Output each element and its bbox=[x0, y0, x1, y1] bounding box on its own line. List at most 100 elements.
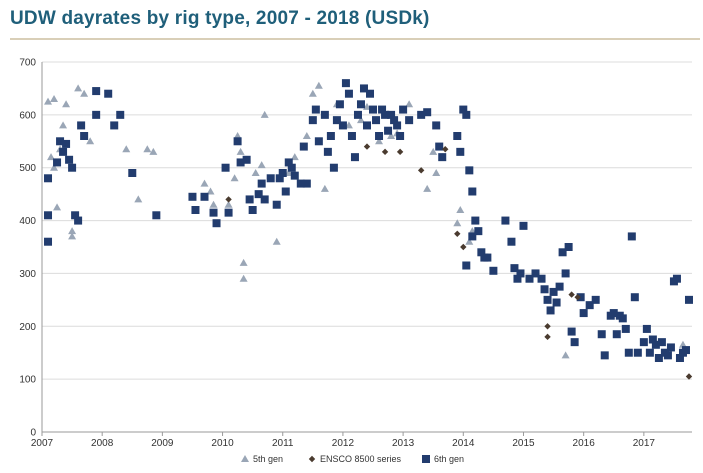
square-point bbox=[672, 274, 681, 283]
data-points bbox=[44, 79, 693, 380]
triangle-point bbox=[314, 81, 323, 89]
square-point bbox=[390, 116, 399, 125]
triangle-point bbox=[239, 274, 248, 282]
triangle-point bbox=[59, 121, 68, 129]
square-point bbox=[612, 330, 621, 339]
title-divider bbox=[10, 38, 700, 40]
square-point bbox=[618, 314, 627, 323]
square-point bbox=[80, 132, 89, 140]
x-tick-label: 2014 bbox=[452, 438, 475, 449]
square-point bbox=[417, 110, 426, 119]
triangle-point bbox=[50, 163, 59, 171]
square-point bbox=[188, 192, 197, 201]
square-point bbox=[462, 110, 471, 119]
square-point bbox=[296, 179, 305, 188]
triangle-point bbox=[209, 200, 218, 208]
diamond-point bbox=[225, 196, 232, 203]
square-point bbox=[326, 132, 335, 140]
triangle-point bbox=[308, 89, 317, 97]
square-point bbox=[356, 100, 365, 109]
square-point bbox=[468, 232, 477, 241]
y-tick-labels: 0 100 200 300 400 500 600 700 bbox=[19, 58, 36, 439]
x-tick-label: 2015 bbox=[512, 438, 535, 449]
square-point bbox=[675, 354, 684, 362]
square-point bbox=[393, 121, 402, 130]
triangle-point bbox=[260, 110, 269, 118]
square-point bbox=[558, 248, 567, 257]
triangle-point bbox=[233, 132, 242, 139]
triangle-point bbox=[224, 200, 233, 208]
y-tick-label: 200 bbox=[19, 322, 36, 333]
square-point bbox=[92, 110, 101, 119]
triangle-point bbox=[68, 227, 77, 235]
square-point bbox=[624, 348, 633, 357]
y-tick-label: 700 bbox=[19, 58, 36, 69]
x-tick-label: 2007 bbox=[31, 438, 54, 449]
square-point bbox=[314, 137, 323, 146]
square-point bbox=[648, 335, 657, 344]
triangle-point bbox=[302, 132, 311, 139]
square-point bbox=[459, 105, 468, 114]
square-point bbox=[363, 121, 371, 130]
square-point bbox=[347, 132, 356, 140]
triangle-point bbox=[465, 237, 474, 245]
triangle-point bbox=[230, 174, 239, 182]
square-point bbox=[633, 348, 642, 357]
square-point bbox=[366, 89, 375, 98]
diamond-point bbox=[442, 146, 449, 153]
gridlines bbox=[42, 61, 692, 380]
square-point bbox=[152, 211, 161, 220]
square-point bbox=[597, 330, 606, 339]
triangle-point bbox=[251, 169, 260, 176]
diamond-point bbox=[363, 143, 371, 150]
square-point bbox=[341, 79, 350, 88]
x-tick-label: 2013 bbox=[392, 438, 415, 449]
square-point bbox=[510, 264, 519, 273]
x-tick-label: 2011 bbox=[272, 438, 294, 449]
legend-marker bbox=[308, 455, 316, 463]
square-point bbox=[233, 137, 242, 146]
square-point bbox=[74, 216, 83, 225]
square-point bbox=[639, 338, 648, 347]
square-point bbox=[657, 338, 666, 347]
square-point bbox=[405, 116, 414, 125]
triangle-point bbox=[678, 340, 687, 348]
square-point bbox=[248, 206, 257, 214]
triangle-point bbox=[68, 232, 77, 240]
x-tick-label: 2012 bbox=[332, 438, 355, 449]
square-point bbox=[435, 142, 444, 151]
y-tick-label: 600 bbox=[19, 110, 36, 121]
square-point bbox=[474, 227, 483, 236]
square-point bbox=[236, 158, 245, 167]
square-point bbox=[399, 105, 408, 114]
legend: 5th gen ENSCO 8500 series 6th gen bbox=[241, 454, 464, 464]
square-point bbox=[552, 298, 561, 307]
square-point bbox=[92, 87, 101, 96]
x-tick-label: 2008 bbox=[91, 438, 114, 449]
square-point bbox=[302, 179, 311, 188]
triangle-point bbox=[561, 351, 570, 359]
square-point bbox=[44, 211, 53, 220]
triangle-point bbox=[423, 184, 432, 192]
square-point bbox=[53, 158, 62, 167]
diamond-point bbox=[574, 294, 581, 301]
square-point bbox=[350, 153, 359, 162]
square-point bbox=[681, 346, 690, 355]
square-point bbox=[462, 261, 471, 270]
triangle-point bbox=[206, 187, 215, 195]
square-point bbox=[471, 216, 480, 225]
square-point bbox=[630, 293, 639, 302]
triangle-point bbox=[468, 227, 477, 235]
square-point bbox=[278, 169, 287, 177]
x-tick-label: 2017 bbox=[633, 438, 656, 449]
square-point bbox=[600, 351, 609, 360]
square-point bbox=[609, 309, 618, 318]
square-point bbox=[44, 174, 53, 183]
triangle-point bbox=[236, 147, 245, 155]
square-point bbox=[320, 110, 329, 119]
triangle-point bbox=[47, 153, 56, 161]
legend-marker bbox=[422, 455, 430, 463]
square-point bbox=[284, 158, 293, 167]
y-tick-label: 0 bbox=[30, 428, 36, 439]
